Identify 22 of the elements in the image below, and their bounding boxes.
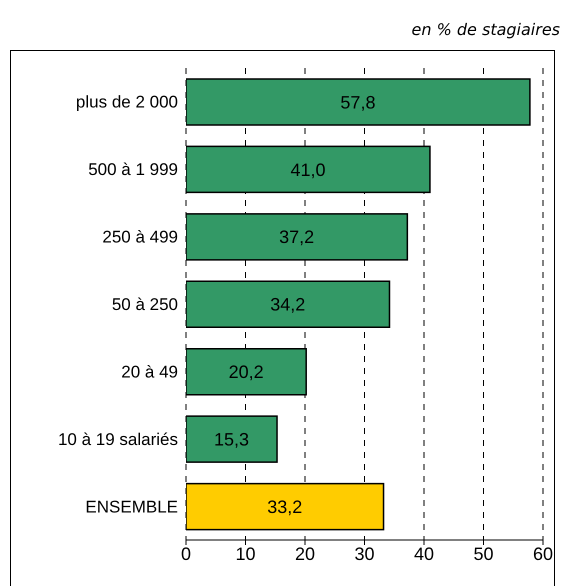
data-label: 37,2 [279,227,314,248]
y-tick-label: 10 à 19 salariés [58,430,178,449]
x-tick-label: 10 [235,544,256,564]
data-label: 33,2 [267,496,302,517]
data-label: 57,8 [340,92,376,112]
x-tick-label: 0 [180,544,192,564]
y-tick-label: plus de 2 000 [76,92,178,112]
y-tick-label: 250 à 499 [102,228,178,247]
data-label: 41,0 [290,160,326,180]
x-tick-label: 50 [473,544,494,564]
data-label: 34,2 [270,294,306,315]
x-tick-label: 60 [532,544,554,564]
data-label: 15,3 [214,430,250,450]
x-tick-label: 30 [354,544,375,564]
data-label: 20,2 [228,362,264,382]
y-tick-label: 500 à 1 999 [88,160,178,180]
y-tick-label: ENSEMBLE [85,497,178,516]
x-tick-label: 20 [294,544,316,564]
chart-subtitle: en % de stagiaires [412,20,560,39]
x-tick-label: 40 [414,544,434,564]
y-tick-label: 20 à 49 [121,362,178,382]
y-tick-label: 50 à 250 [112,295,178,314]
